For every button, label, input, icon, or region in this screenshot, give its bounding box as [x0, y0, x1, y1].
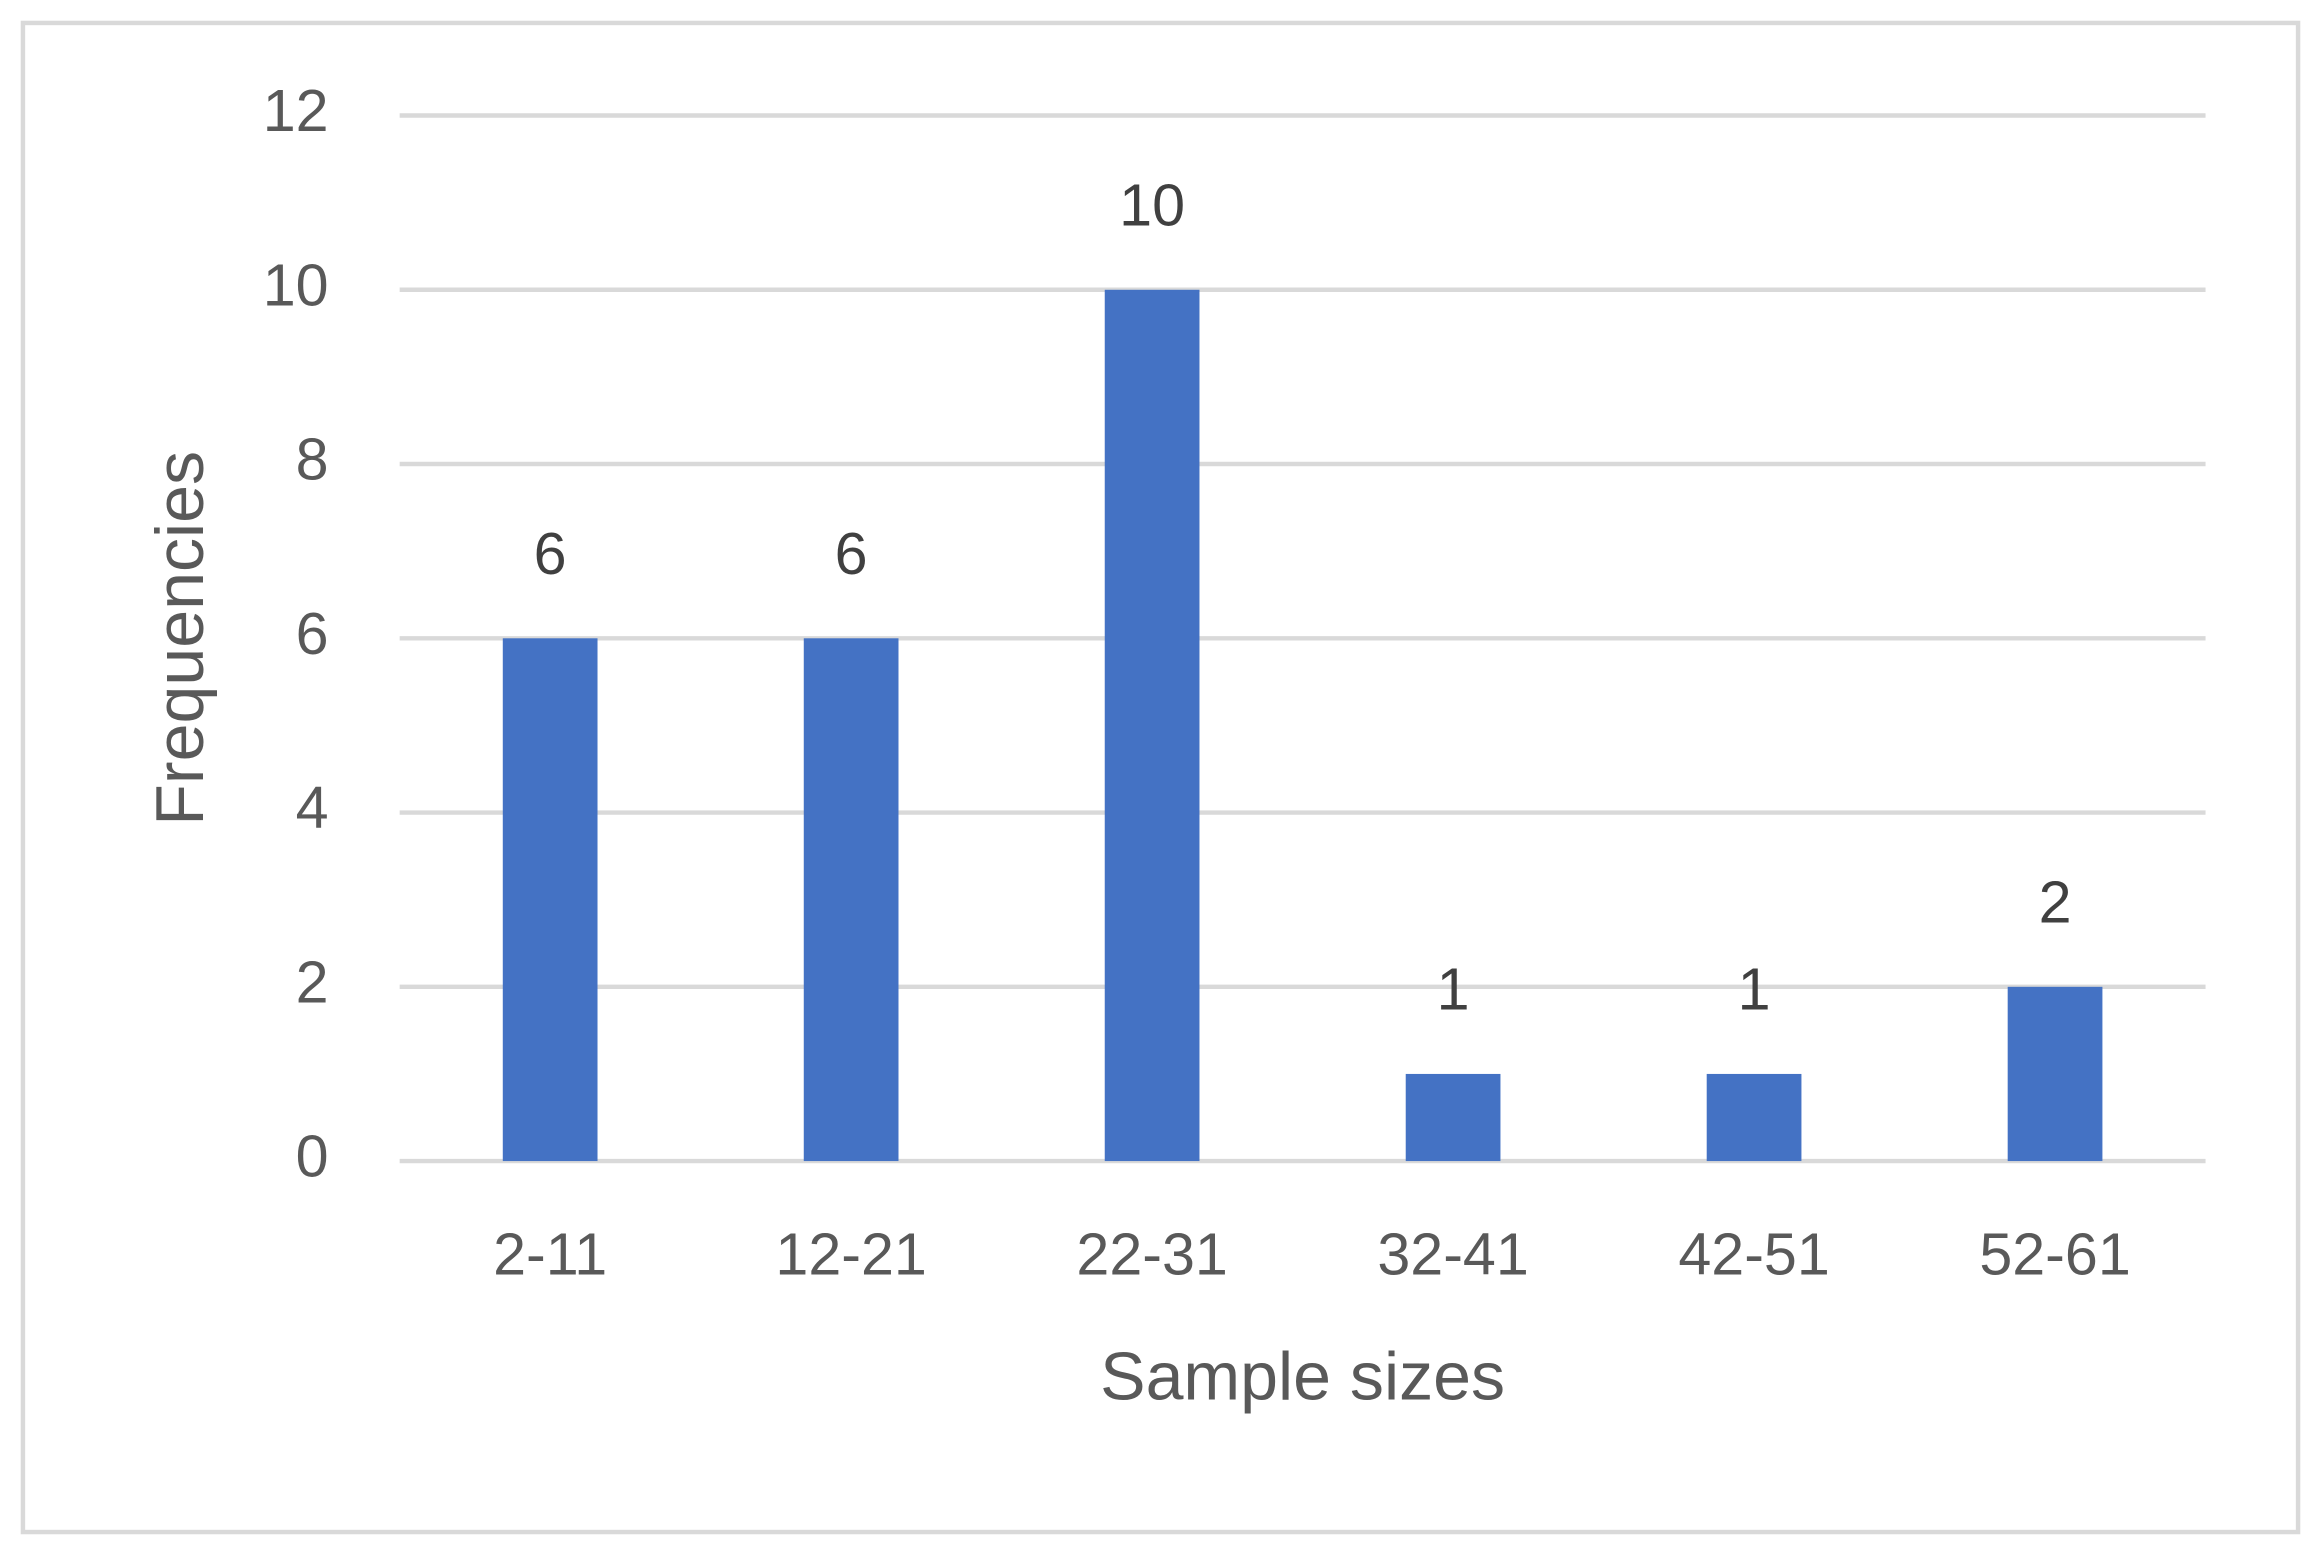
data-label: 6: [534, 520, 567, 587]
data-label: 1: [1437, 956, 1470, 1023]
y-tick-label: 10: [263, 251, 329, 318]
y-tick-label: 2: [296, 948, 329, 1015]
x-tick-label: 32-41: [1377, 1220, 1528, 1287]
y-tick-label: 4: [296, 774, 329, 841]
data-label: 2: [2039, 868, 2072, 935]
x-tick-label: 12-21: [775, 1220, 926, 1287]
x-tick-label: 42-51: [1678, 1220, 1829, 1287]
data-label: 1: [1738, 956, 1771, 1023]
x-tick-label: 22-31: [1076, 1220, 1227, 1287]
y-tick-label: 0: [296, 1123, 329, 1190]
y-tick-label: 6: [296, 600, 329, 667]
bar: [1706, 1073, 1802, 1162]
x-axis-title: Sample sizes: [1100, 1339, 1505, 1415]
x-tick-label: 2-11: [493, 1220, 607, 1287]
x-tick-label: 52-61: [1979, 1220, 2130, 1287]
bar: [1104, 289, 1200, 1162]
bar: [1405, 1073, 1501, 1162]
bar: [803, 638, 899, 1162]
y-tick-label: 12: [263, 77, 329, 144]
bar: [502, 638, 598, 1162]
bar: [2007, 986, 2103, 1162]
y-tick-label: 8: [296, 426, 329, 493]
y-axis-title: Frequencies: [142, 451, 218, 826]
data-label: 6: [835, 520, 868, 587]
data-label: 10: [1119, 171, 1185, 238]
